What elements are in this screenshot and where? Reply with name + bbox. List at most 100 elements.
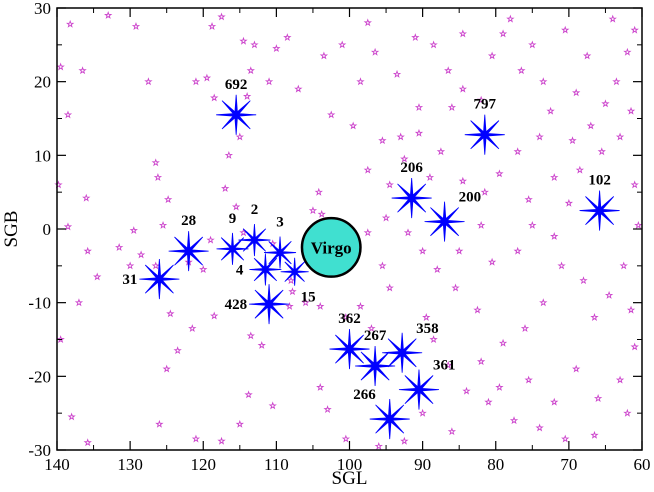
background-galaxy-point [155,419,164,428]
x-tick-label: 60 [634,455,651,474]
group-star-label: 200 [459,190,482,206]
x-tick-label: 140 [44,455,70,474]
background-galaxy-point [317,209,326,218]
background-galaxy-point [283,33,292,41]
background-galaxy-point [623,408,632,417]
background-galaxy-point [268,401,277,410]
background-galaxy-point [210,93,219,102]
background-galaxy-point [78,66,87,75]
background-galaxy-point [476,220,486,229]
group-star-label: 362 [338,311,361,327]
group-star-label: 28 [181,213,196,229]
background-galaxy-point [319,51,329,60]
background-galaxy-point [217,12,226,21]
background-galaxy-point [348,121,358,130]
background-galaxy-point [166,309,175,318]
group-star-marker [168,231,209,272]
background-galaxy-point [528,40,537,49]
background-galaxy-point [327,110,336,119]
background-galaxy-point [590,430,599,439]
background-galaxy-point [447,427,457,436]
background-galaxy-point [338,40,347,49]
background-galaxy-point [433,265,442,274]
x-tick-label: 80 [487,455,504,474]
background-galaxy-point [363,18,372,27]
group-star-marker [369,399,410,440]
background-galaxy-point [66,19,75,28]
x-tick-label: 110 [264,455,289,474]
x-axis-label: SGL [332,468,368,489]
background-galaxy-point [550,232,559,240]
background-galaxy-point [104,10,113,19]
y-tick-label: -10 [28,294,51,313]
background-galaxy-point [392,69,402,78]
y-axis-label: SGB [1,211,22,248]
group-star-marker [249,284,290,325]
background-galaxy-point [363,165,372,174]
background-galaxy-point [586,121,595,130]
background-galaxy-point [285,301,294,310]
y-tick-label: 30 [34,0,51,18]
background-galaxy-point [82,193,91,202]
background-galaxy-point [444,360,453,369]
background-galaxy-point [356,301,365,310]
group-star-label: 358 [416,321,439,337]
background-galaxy-point [520,324,530,332]
background-galaxy-point [162,364,171,373]
background-galaxy-point [550,173,559,181]
x-tick-label: 70 [560,455,577,474]
group-star-label: 15 [301,290,316,306]
background-galaxy-point [385,180,394,189]
background-galaxy-point [411,33,420,41]
background-galaxy-point [191,434,201,443]
background-galaxy-point [246,331,255,340]
background-galaxy-point [615,132,625,141]
group-star-label: 797 [474,97,497,113]
background-galaxy-point [403,228,413,237]
background-galaxy-point [597,147,606,156]
background-galaxy-point [199,265,208,274]
group-star-marker [464,114,505,155]
background-galaxy-point [235,132,244,141]
y-tick-label: -20 [28,367,51,386]
background-galaxy-point [414,128,424,137]
background-galaxy-point [590,313,599,321]
y-tick-label: -30 [28,441,51,460]
group-star-marker [329,329,370,370]
group-star-marker [280,257,309,286]
background-galaxy-point [498,29,508,38]
background-galaxy-point [308,206,318,215]
virgo-marker: Virgo [300,216,362,278]
background-galaxy-point [151,261,160,270]
background-galaxy-point [626,305,636,314]
background-galaxy-point [495,383,504,391]
background-galaxy-point [634,220,643,229]
background-galaxy-point [363,228,372,237]
background-galaxy-point [67,412,76,421]
background-galaxy-point [601,99,610,108]
background-galaxy-point [579,276,588,285]
background-galaxy-point [626,106,636,115]
background-galaxy-point [418,408,427,417]
background-galaxy-point [83,246,92,255]
background-galaxy-point [56,62,65,71]
background-galaxy-point [630,180,639,189]
background-galaxy-point [604,290,614,299]
group-star-marker [216,94,257,135]
background-galaxy-point [476,357,486,366]
background-galaxy-point [242,92,252,100]
background-galaxy-point [378,261,387,270]
background-galaxy-point [487,51,497,60]
background-galaxy-point [451,283,460,292]
background-galaxy-point [163,195,173,204]
background-galaxy-point [619,261,628,270]
background-galaxy-point [56,335,65,344]
background-galaxy-point [83,438,92,447]
background-galaxy-point [63,110,73,119]
background-galaxy-point [224,150,234,159]
group-star-label: 428 [225,297,248,313]
y-tick-label: 10 [34,146,51,165]
